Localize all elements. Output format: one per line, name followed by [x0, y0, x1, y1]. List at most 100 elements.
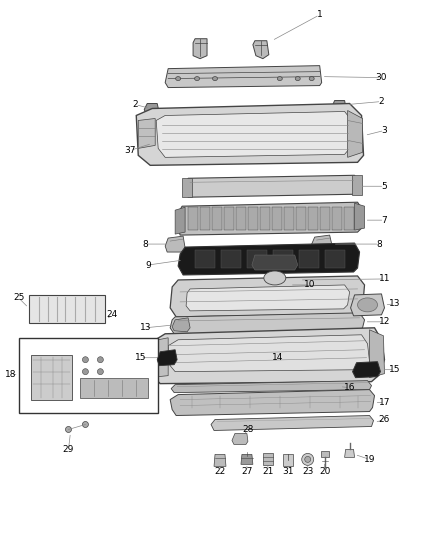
- Polygon shape: [355, 203, 364, 230]
- Circle shape: [302, 454, 314, 465]
- Circle shape: [97, 357, 103, 362]
- Polygon shape: [370, 330, 385, 378]
- Polygon shape: [260, 207, 270, 230]
- Polygon shape: [299, 250, 319, 268]
- Polygon shape: [182, 178, 192, 197]
- Polygon shape: [348, 110, 363, 157]
- Polygon shape: [156, 111, 352, 157]
- Polygon shape: [352, 175, 361, 195]
- Text: 25: 25: [13, 293, 25, 302]
- Text: 17: 17: [379, 398, 390, 407]
- Polygon shape: [138, 118, 155, 148]
- Text: 21: 21: [262, 467, 274, 476]
- Polygon shape: [188, 207, 198, 230]
- Polygon shape: [252, 255, 298, 270]
- Text: 1: 1: [317, 10, 322, 19]
- Polygon shape: [350, 294, 385, 316]
- Text: 15: 15: [134, 353, 146, 362]
- Ellipse shape: [295, 77, 300, 80]
- Polygon shape: [195, 250, 215, 268]
- Polygon shape: [332, 207, 342, 230]
- Circle shape: [82, 422, 88, 427]
- Ellipse shape: [357, 298, 378, 312]
- Text: 31: 31: [282, 467, 293, 476]
- Text: 15: 15: [389, 365, 400, 374]
- Ellipse shape: [176, 77, 180, 80]
- Polygon shape: [19, 338, 158, 413]
- Ellipse shape: [264, 271, 286, 285]
- Polygon shape: [136, 103, 364, 165]
- Polygon shape: [165, 66, 321, 87]
- Text: 24: 24: [107, 310, 118, 319]
- Polygon shape: [283, 455, 293, 466]
- Text: 8: 8: [377, 239, 382, 248]
- Ellipse shape: [277, 77, 283, 80]
- Polygon shape: [253, 41, 269, 59]
- Text: 8: 8: [142, 239, 148, 248]
- Polygon shape: [232, 433, 248, 445]
- Polygon shape: [28, 295, 106, 323]
- Polygon shape: [168, 335, 370, 372]
- Text: 13: 13: [389, 300, 400, 309]
- Polygon shape: [241, 455, 253, 464]
- Polygon shape: [224, 207, 234, 230]
- Polygon shape: [247, 250, 267, 268]
- Polygon shape: [178, 243, 360, 275]
- Polygon shape: [325, 250, 345, 268]
- Polygon shape: [175, 207, 185, 234]
- Text: 10: 10: [304, 280, 315, 289]
- Polygon shape: [272, 207, 282, 230]
- Circle shape: [82, 369, 88, 375]
- Polygon shape: [248, 207, 258, 230]
- Polygon shape: [263, 454, 273, 465]
- Text: 14: 14: [272, 353, 283, 362]
- Text: 22: 22: [214, 467, 226, 476]
- Text: 28: 28: [242, 425, 254, 434]
- Polygon shape: [214, 455, 226, 466]
- Text: 30: 30: [376, 73, 387, 82]
- Text: 37: 37: [124, 146, 136, 155]
- Polygon shape: [332, 101, 346, 115]
- Polygon shape: [343, 207, 353, 230]
- Text: 7: 7: [381, 216, 387, 224]
- Polygon shape: [31, 355, 72, 400]
- Polygon shape: [308, 207, 318, 230]
- Ellipse shape: [194, 77, 200, 80]
- Polygon shape: [170, 390, 374, 416]
- Polygon shape: [193, 39, 207, 59]
- Polygon shape: [200, 207, 210, 230]
- Circle shape: [82, 357, 88, 362]
- Polygon shape: [157, 350, 177, 366]
- Polygon shape: [148, 338, 168, 378]
- Text: 20: 20: [319, 467, 330, 476]
- Circle shape: [66, 426, 71, 432]
- Polygon shape: [320, 207, 330, 230]
- Text: 19: 19: [364, 455, 375, 464]
- Text: 11: 11: [379, 274, 390, 284]
- Polygon shape: [212, 207, 222, 230]
- Polygon shape: [165, 236, 185, 252]
- Polygon shape: [177, 202, 363, 235]
- Ellipse shape: [212, 77, 218, 80]
- Text: 5: 5: [381, 182, 387, 191]
- Polygon shape: [211, 416, 374, 431]
- Polygon shape: [171, 381, 371, 393]
- Polygon shape: [236, 207, 246, 230]
- Polygon shape: [345, 449, 355, 457]
- Polygon shape: [273, 250, 293, 268]
- Text: 12: 12: [379, 317, 390, 326]
- Polygon shape: [170, 313, 364, 334]
- Text: 27: 27: [241, 467, 253, 476]
- Circle shape: [305, 456, 311, 462]
- Polygon shape: [296, 207, 306, 230]
- Polygon shape: [321, 451, 328, 457]
- Polygon shape: [81, 378, 148, 398]
- Text: 16: 16: [344, 383, 355, 392]
- Polygon shape: [148, 328, 385, 384]
- Polygon shape: [172, 318, 190, 332]
- Text: 3: 3: [381, 126, 387, 135]
- Polygon shape: [221, 250, 241, 268]
- Text: 2: 2: [379, 97, 384, 106]
- Polygon shape: [186, 285, 350, 311]
- Polygon shape: [353, 362, 381, 378]
